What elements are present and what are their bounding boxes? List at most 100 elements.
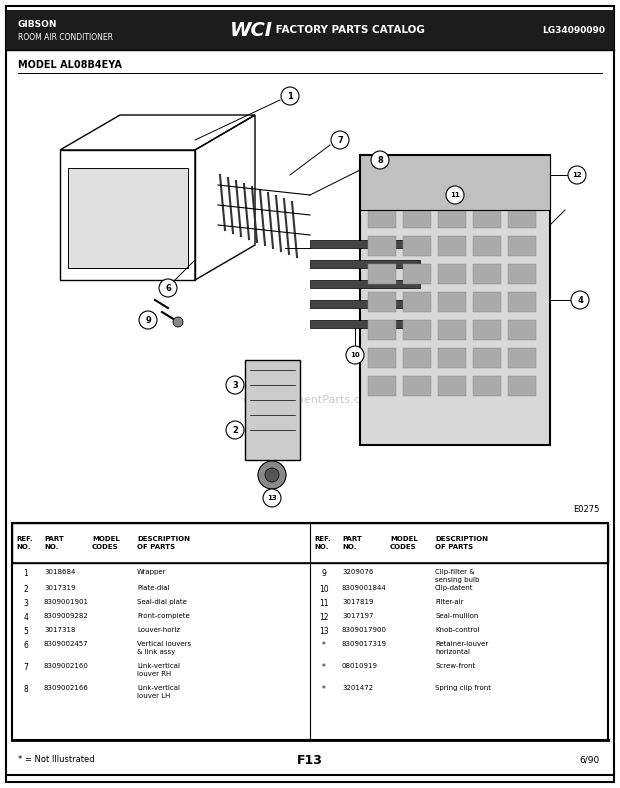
Text: 12: 12 — [572, 172, 582, 178]
Bar — [403, 292, 431, 312]
Bar — [68, 168, 188, 268]
Text: 2: 2 — [24, 585, 29, 594]
Bar — [508, 292, 536, 312]
Text: 3018684: 3018684 — [44, 569, 76, 575]
Circle shape — [263, 489, 281, 507]
Text: MODEL
CODES: MODEL CODES — [390, 537, 418, 550]
Circle shape — [139, 311, 157, 329]
Text: Vertical louvers: Vertical louvers — [137, 641, 191, 647]
Bar — [368, 348, 396, 368]
Text: horizontal: horizontal — [435, 649, 470, 655]
Text: Louver-horiz: Louver-horiz — [137, 627, 180, 633]
Text: 8309017900: 8309017900 — [342, 627, 387, 633]
Bar — [473, 348, 501, 368]
Bar — [245, 360, 300, 460]
Circle shape — [446, 186, 464, 204]
Circle shape — [173, 317, 183, 327]
Text: Link-vertical: Link-vertical — [137, 663, 180, 669]
Circle shape — [226, 376, 244, 394]
Text: 13: 13 — [267, 495, 277, 501]
Bar — [508, 320, 536, 340]
Circle shape — [331, 131, 349, 149]
Text: 11: 11 — [450, 192, 460, 198]
Text: 2: 2 — [232, 426, 238, 434]
Text: 3: 3 — [232, 381, 238, 389]
Text: Knob-control: Knob-control — [435, 627, 479, 633]
Text: *: * — [322, 663, 326, 672]
Bar — [368, 236, 396, 256]
Text: & link assy: & link assy — [137, 649, 175, 655]
Text: F13: F13 — [297, 753, 323, 767]
Bar — [360, 155, 550, 210]
Bar — [403, 348, 431, 368]
Text: WCI: WCI — [230, 20, 273, 39]
Text: 8309002457: 8309002457 — [44, 641, 89, 647]
Text: *: * — [322, 641, 326, 650]
Bar — [438, 348, 466, 368]
Text: 5: 5 — [24, 627, 29, 636]
Bar — [403, 320, 431, 340]
Circle shape — [346, 346, 364, 364]
Text: 1: 1 — [287, 91, 293, 101]
Text: REF.
NO.: REF. NO. — [314, 537, 330, 550]
Bar — [310, 320, 420, 328]
Circle shape — [226, 421, 244, 439]
Bar — [508, 236, 536, 256]
Bar — [473, 236, 501, 256]
Bar — [508, 348, 536, 368]
Text: 8309017319: 8309017319 — [342, 641, 387, 647]
Text: Spring clip front: Spring clip front — [435, 685, 491, 691]
Text: Wrapper: Wrapper — [137, 569, 167, 575]
Text: louver RH: louver RH — [137, 671, 171, 677]
Text: 8309002160: 8309002160 — [44, 663, 89, 669]
Bar — [12, 523, 608, 563]
Text: ROOM AIR CONDITIONER: ROOM AIR CONDITIONER — [18, 32, 113, 42]
Bar — [473, 180, 501, 200]
Text: Link-vertical: Link-vertical — [137, 685, 180, 691]
Text: *: * — [322, 685, 326, 694]
Text: PART
NO.: PART NO. — [342, 537, 362, 550]
Text: Clip-filter &: Clip-filter & — [435, 569, 475, 575]
Text: 3017819: 3017819 — [342, 599, 373, 605]
Bar — [438, 320, 466, 340]
Text: 8: 8 — [377, 155, 383, 165]
Text: 7: 7 — [337, 136, 343, 144]
Text: DESCRIPTION
OF PARTS: DESCRIPTION OF PARTS — [435, 537, 488, 550]
Text: Plate-dial: Plate-dial — [137, 585, 169, 591]
Bar — [403, 180, 431, 200]
Text: Front-complete: Front-complete — [137, 613, 190, 619]
Text: 6: 6 — [24, 641, 29, 650]
Text: 4: 4 — [577, 296, 583, 304]
Bar — [368, 208, 396, 228]
Text: Clip-datent: Clip-datent — [435, 585, 474, 591]
Text: sensing bulb: sensing bulb — [435, 577, 479, 583]
Bar — [12, 523, 608, 740]
Bar — [403, 376, 431, 396]
Circle shape — [258, 461, 286, 489]
Bar — [438, 264, 466, 284]
Bar — [403, 264, 431, 284]
Text: 9: 9 — [322, 569, 327, 578]
Circle shape — [265, 468, 279, 482]
Text: 3017197: 3017197 — [342, 613, 373, 619]
Bar — [473, 320, 501, 340]
Circle shape — [568, 166, 586, 184]
Bar — [310, 300, 420, 308]
Bar — [508, 376, 536, 396]
Bar — [438, 236, 466, 256]
Bar — [368, 320, 396, 340]
Bar — [310, 260, 420, 268]
Text: FACTORY PARTS CATALOG: FACTORY PARTS CATALOG — [272, 25, 425, 35]
Bar — [368, 376, 396, 396]
Circle shape — [571, 291, 589, 309]
Text: eReplacementParts.com: eReplacementParts.com — [242, 395, 378, 405]
Text: 3: 3 — [24, 599, 29, 608]
Bar — [403, 236, 431, 256]
Text: Retainer-louver: Retainer-louver — [435, 641, 489, 647]
Bar — [438, 208, 466, 228]
Bar — [473, 264, 501, 284]
Bar — [403, 208, 431, 228]
Text: LG34090090: LG34090090 — [542, 25, 605, 35]
Bar — [310, 240, 420, 248]
Bar — [438, 180, 466, 200]
